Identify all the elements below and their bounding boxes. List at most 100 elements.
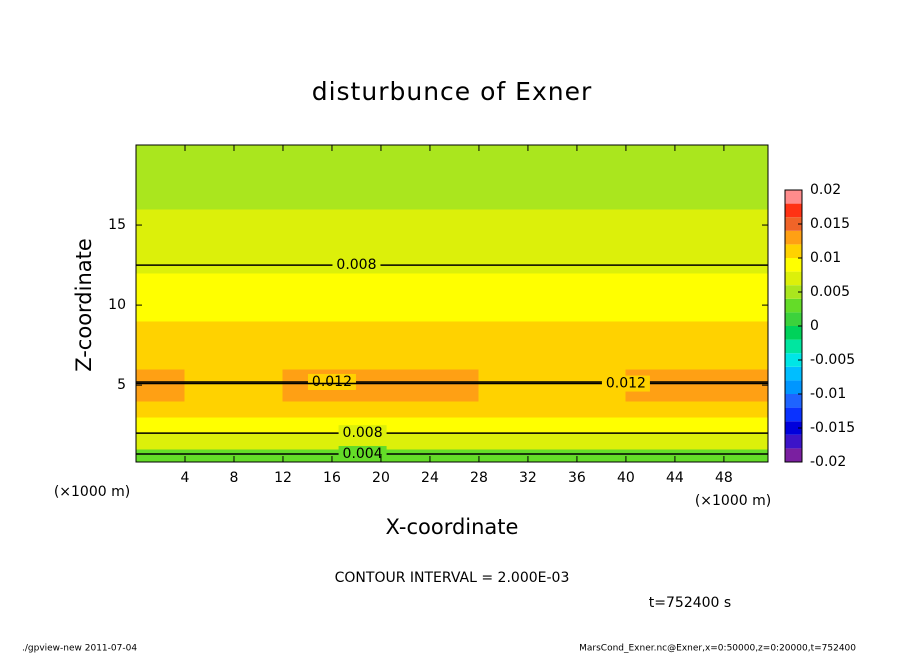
field-cell [527,288,578,306]
field-cell [625,208,676,226]
colorbar-tick-label: 0.01 [810,250,841,266]
field-cell [527,352,578,370]
x-tick-label: 40 [617,470,635,486]
field-cell [576,192,627,210]
field-cell [576,144,627,162]
field-cell [674,400,725,418]
field-cell [429,432,480,450]
field-cell [331,352,382,370]
field-cell [282,432,333,450]
field-cell [429,240,480,258]
field-cell [674,160,725,178]
field-cell [723,336,769,354]
field-cell [576,448,627,463]
field-cell [380,240,431,258]
field-cell [380,320,431,338]
field-cell [184,144,235,162]
field-cell [576,160,627,178]
y-axis-unit: (×1000 m) [54,484,130,500]
field-cell [184,368,235,386]
colorbar-band [785,434,802,449]
field-cell [135,416,186,434]
field-cell [723,272,769,290]
x-tick-label: 24 [421,470,439,486]
field-cell [674,176,725,194]
field-cell [527,192,578,210]
field-cell [674,224,725,242]
field-cell [723,368,769,386]
field-cell [282,240,333,258]
field-cell [674,336,725,354]
field-cell [429,320,480,338]
colorbar-band [785,271,802,286]
field-cell [478,272,529,290]
field-cell [674,272,725,290]
field-cell [184,416,235,434]
colorbar-band [785,421,802,435]
field-cell [429,144,480,162]
field-cell [478,368,529,386]
field-cell [576,240,627,258]
field-cell [380,144,431,162]
field-cell [674,448,725,463]
field-cell [233,240,284,258]
field-cell [233,224,284,242]
y-axis-label: Z-coordinate [72,238,96,372]
colorbar-band [785,407,802,422]
colorbar-band [785,394,802,408]
field-cell [380,176,431,194]
colorbar-band [785,312,802,326]
field-cell [478,160,529,178]
field-cell [723,352,769,370]
field-cell [674,432,725,450]
contour-label: 0.008 [336,257,376,273]
field-cell [723,160,769,178]
field-cell [625,160,676,178]
field-cell [282,320,333,338]
field-cell [429,272,480,290]
field-cell [527,304,578,322]
field-cell [233,352,284,370]
field-cell [478,400,529,418]
field-cell [429,352,480,370]
field-cell [282,176,333,194]
colorbar-band [785,353,802,367]
colorbar-band [785,244,802,258]
x-tick-label: 48 [715,470,733,486]
field-cell [282,192,333,210]
field-cell [135,192,186,210]
field-cell [625,144,676,162]
field-cell [625,336,676,354]
colorbar-tick-label: 0.015 [810,216,850,232]
field-cell [674,352,725,370]
field-cell [429,192,480,210]
field-cell [478,208,529,226]
field-cell [135,272,186,290]
field-cell [625,416,676,434]
contour-label-bg [307,373,356,390]
field-cell [674,320,725,338]
field-cell [478,336,529,354]
field-cell [527,144,578,162]
field-cell [723,448,769,463]
field-cell [135,304,186,322]
field [135,144,769,463]
field-cell [331,144,382,162]
field-cell [233,144,284,162]
x-tick-label: 20 [372,470,390,486]
field-cell [282,208,333,226]
x-tick-label: 44 [666,470,684,486]
field-cell [233,208,284,226]
field-cell [625,432,676,450]
field-cell [184,160,235,178]
field-cell [625,240,676,258]
field-cell [576,320,627,338]
colorbar-band [785,190,802,204]
field-cell [576,352,627,370]
field-cell [380,336,431,354]
contour-label: 0.012 [312,374,352,390]
contour-label: 0.012 [606,376,646,392]
field-cell [625,192,676,210]
field-cell [380,160,431,178]
field-cell [723,208,769,226]
